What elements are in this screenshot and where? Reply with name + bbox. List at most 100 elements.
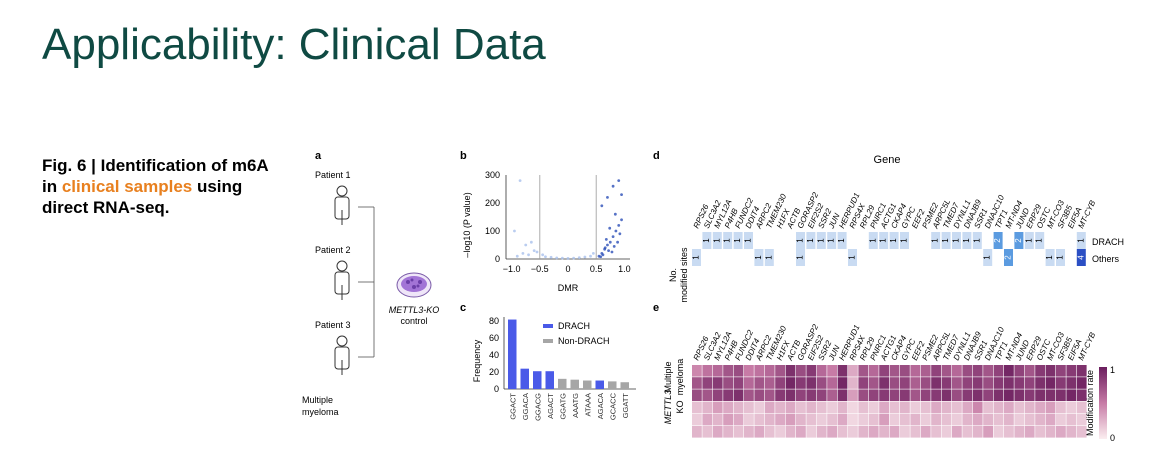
e-heatmap-cell <box>1004 389 1014 401</box>
e-heatmap-cell <box>868 377 879 389</box>
e-heatmap-cell <box>1024 413 1035 426</box>
e-heatmap-cell <box>910 413 921 426</box>
c-bar <box>508 319 517 389</box>
d-cell <box>733 232 743 249</box>
e-heatmap-cell <box>993 413 1004 426</box>
e-heatmap-cell <box>1045 389 1056 401</box>
e-heatmap-cell <box>754 377 765 389</box>
e-heatmap-cell <box>962 401 973 414</box>
d-cell <box>889 232 899 249</box>
e-heatmap-cell <box>1076 413 1087 426</box>
e-heatmap-cell <box>993 426 1004 438</box>
b-point <box>535 250 539 254</box>
b-point <box>611 235 615 238</box>
colorbar-max: 1 <box>1110 365 1115 375</box>
b-point <box>524 243 528 247</box>
e-heatmap-cell <box>796 401 806 414</box>
e-heatmap-cell <box>712 426 723 438</box>
e-heatmap-cell <box>702 365 713 377</box>
c-bar <box>608 381 617 389</box>
e-heatmap-cell <box>1014 413 1025 426</box>
e-heatmap-cell <box>764 389 775 401</box>
e-heatmap-cell <box>1076 365 1087 377</box>
e-heatmap-cell <box>920 389 931 401</box>
e-heatmap-cell <box>775 365 785 377</box>
e-group1-line1: Multiple <box>663 361 673 392</box>
d-cell <box>744 232 753 249</box>
d-cell <box>952 232 961 249</box>
e-heatmap-cell <box>754 426 765 438</box>
d-cell <box>723 232 733 249</box>
b-point <box>600 204 604 208</box>
b-point <box>572 256 576 260</box>
c-bar <box>620 382 629 389</box>
b-point <box>606 243 609 247</box>
e-heatmap-cell <box>744 413 754 426</box>
d-cell <box>712 232 722 249</box>
e-heatmap-cell <box>962 426 973 438</box>
c-x-tick-label: GGATG <box>558 393 567 420</box>
e-heatmap-cell <box>868 401 879 414</box>
e-heatmap-cell <box>889 365 900 377</box>
d-cell <box>868 232 878 249</box>
e-heatmap-cell <box>744 389 754 401</box>
e-heatmap-cell <box>952 426 962 438</box>
e-heatmap-cell <box>941 413 952 426</box>
d-cell-count: 1 <box>796 238 805 243</box>
e-heatmap-cell <box>744 401 754 414</box>
e-heatmap-cell <box>879 401 889 414</box>
e-heatmap-cell <box>962 365 973 377</box>
e-heatmap-cell <box>910 389 921 401</box>
b-point <box>566 257 570 260</box>
e-heatmap-cell <box>806 413 817 426</box>
e-heatmap-cell <box>858 377 869 389</box>
b-point <box>544 255 547 259</box>
e-heatmap-cell <box>723 389 733 401</box>
e-heatmap-cell <box>1066 377 1077 389</box>
e-heatmap-cell <box>1024 401 1035 414</box>
e-heatmap-cell <box>816 426 827 438</box>
c-legend: DRACH Non-DRACH <box>543 321 610 346</box>
b-point <box>608 240 612 244</box>
e-heatmap-cell <box>1035 377 1045 389</box>
b-y-tick-label: 0 <box>495 254 500 264</box>
e-heatmap-cell <box>858 389 869 401</box>
d-cell-count: 1 <box>848 255 857 260</box>
e-heatmap-cell <box>785 426 796 438</box>
b-point <box>529 240 533 244</box>
e-heatmap-cell <box>983 426 993 438</box>
d-cell-count: 1 <box>733 238 742 243</box>
e-heatmap-cell <box>816 365 827 377</box>
d-cell-count: 1 <box>827 238 836 243</box>
e-heatmap-cell <box>702 377 713 389</box>
e-heatmap-cell <box>775 377 785 389</box>
e-heatmap-cell <box>692 413 702 426</box>
colorbar <box>1099 367 1107 439</box>
d-cell-count: 1 <box>900 238 909 243</box>
b-point <box>521 252 525 255</box>
e-heatmap-cell <box>837 426 848 438</box>
c-y-tick-label: 60 <box>489 333 499 343</box>
e-heatmap-cell <box>1014 389 1025 401</box>
e-heatmap-cell <box>931 413 941 426</box>
e-heatmap-cell <box>785 377 796 389</box>
d-cell <box>796 232 805 249</box>
e-heatmap-cell <box>858 426 869 438</box>
b-point <box>608 226 612 230</box>
e-heatmap-cell <box>1056 426 1066 438</box>
e-heatmap-cell <box>785 365 796 377</box>
panel-e: e RPS26SLC3A2MYL12AP4HBFUNDC2DDIT4ARPC2T… <box>653 302 1115 443</box>
e-heatmap-cell <box>868 413 879 426</box>
panel-d: d Gene No. modified sites RPS26SLC3A2MYL… <box>653 150 1124 303</box>
e-heatmap-cell <box>816 377 827 389</box>
b-point <box>601 253 605 257</box>
e-heatmap-cell <box>796 426 806 438</box>
e-heatmap-cell <box>931 365 941 377</box>
d-cell-count: 4 <box>1076 255 1085 260</box>
d-cell <box>983 249 993 266</box>
patient-1-icon <box>334 185 350 225</box>
e-heatmap-cell <box>848 389 858 401</box>
e-heatmap-cell <box>733 413 744 426</box>
e-heatmap-cell <box>733 401 744 414</box>
e-heatmap-cell <box>858 413 869 426</box>
